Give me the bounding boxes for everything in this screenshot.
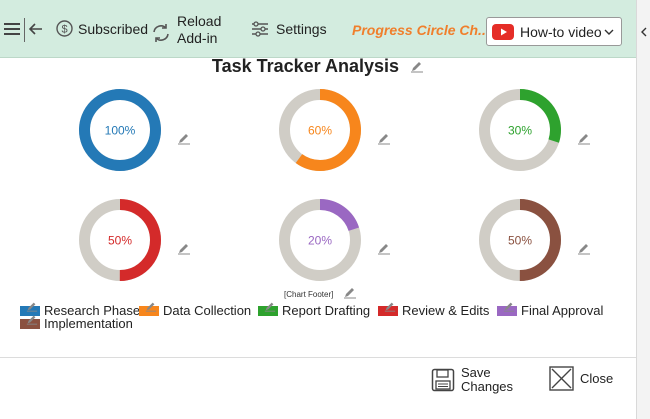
legend-swatch: [497, 302, 517, 316]
edit-title-icon[interactable]: [410, 59, 424, 73]
save-label-line2: Changes: [461, 379, 514, 394]
chart-footer-text: [Chart Footer]: [284, 290, 334, 299]
chevron-left-icon[interactable]: [640, 27, 648, 37]
legend-swatch: [139, 302, 159, 316]
ring-percent-label: 20%: [308, 234, 332, 248]
close-icon: [549, 366, 574, 391]
progress-ring-3[interactable]: 30%: [475, 85, 565, 175]
edit-legend-icon[interactable]: [145, 300, 157, 312]
legend-swatch: [20, 302, 40, 316]
edit-footer-icon[interactable]: [343, 285, 357, 299]
legend-item[interactable]: Research Phase: [20, 302, 141, 318]
dialog-footer: Save Changes Close: [0, 357, 636, 419]
progress-ring-2[interactable]: 60%: [275, 85, 365, 175]
ring-progress-arc: [79, 89, 161, 171]
edit-ring-icon[interactable]: [177, 131, 191, 145]
ring-percent-label: 50%: [508, 234, 532, 248]
legend-swatch: [258, 302, 278, 316]
howto-video-label: How-to video: [520, 23, 602, 40]
toolbar: $ Subscribed Reload Add-in Settings Prog…: [0, 0, 636, 58]
legend-item[interactable]: Final Approval: [497, 302, 604, 318]
edit-ring-icon[interactable]: [577, 131, 591, 145]
progress-ring-1[interactable]: 100%: [75, 85, 165, 175]
legend-label: Final Approval: [521, 303, 604, 318]
legend-label: Implementation: [44, 316, 133, 331]
ring-percent-label: 60%: [308, 124, 332, 138]
toolbar-divider: [24, 18, 25, 42]
ring-percent-label: 100%: [105, 124, 136, 138]
reload-addin-button[interactable]: Reload Add-in: [151, 13, 221, 47]
chart-title[interactable]: Task Tracker Analysis: [0, 56, 636, 77]
youtube-icon: [492, 23, 514, 40]
settings-button[interactable]: Settings: [251, 21, 327, 37]
chevron-down-icon: [604, 29, 614, 35]
save-changes-button[interactable]: Save Changes: [431, 366, 513, 394]
back-arrow-icon[interactable]: [29, 22, 43, 36]
edit-legend-icon[interactable]: [503, 300, 515, 312]
ring-progress-arc: [79, 199, 161, 281]
legend-label: Research Phase: [44, 303, 141, 318]
edit-legend-icon[interactable]: [264, 300, 276, 312]
reload-label-line1: Reload: [177, 13, 222, 29]
ring-progress-arc: [279, 89, 361, 171]
edit-ring-icon[interactable]: [377, 241, 391, 255]
legend-item[interactable]: Data Collection: [139, 302, 252, 318]
edit-ring-icon[interactable]: [377, 131, 391, 145]
ring-progress-arc: [479, 89, 561, 171]
edit-legend-icon[interactable]: [26, 300, 38, 312]
side-panel-strip: [636, 0, 650, 419]
edit-legend-icon[interactable]: [26, 313, 38, 325]
legend-label: Data Collection: [163, 303, 252, 318]
legend-swatch: [378, 302, 398, 316]
close-button[interactable]: Close: [549, 366, 613, 391]
legend-label: Review & Edits: [402, 303, 490, 318]
ring-percent-label: 50%: [108, 234, 132, 248]
save-icon: [431, 368, 455, 392]
product-title: Progress Circle Ch...: [352, 22, 490, 38]
reload-label-line2: Add-in: [177, 30, 218, 46]
sliders-icon: [252, 21, 268, 37]
progress-ring-5[interactable]: 20%: [275, 195, 365, 285]
settings-label: Settings: [276, 21, 327, 37]
ring-progress-arc: [279, 199, 361, 281]
close-label: Close: [580, 371, 614, 386]
subscribed-label: Subscribed: [78, 20, 149, 37]
edit-ring-icon[interactable]: [577, 241, 591, 255]
legend-item[interactable]: Report Drafting: [258, 302, 371, 318]
dollar-coin-icon: $: [56, 20, 73, 37]
edit-ring-icon[interactable]: [177, 241, 191, 255]
ring-percent-label: 30%: [508, 124, 532, 138]
chart-title-text: Task Tracker Analysis: [211, 56, 400, 76]
howto-video-dropdown[interactable]: How-to video: [486, 17, 622, 46]
legend-label: Report Drafting: [282, 303, 371, 318]
subscribed-button[interactable]: $ Subscribed: [56, 20, 148, 37]
menu-icon[interactable]: [4, 22, 20, 36]
svg-text:$: $: [61, 24, 67, 36]
legend-swatch: [20, 315, 40, 329]
progress-ring-6[interactable]: 50%: [475, 195, 565, 285]
save-label-line1: Save: [461, 365, 491, 380]
ring-progress-arc: [479, 199, 561, 281]
legend-item[interactable]: Review & Edits: [378, 302, 490, 318]
reload-icon: [153, 24, 169, 42]
legend-item[interactable]: Implementation: [20, 315, 133, 331]
edit-legend-icon[interactable]: [384, 300, 396, 312]
progress-ring-4[interactable]: 50%: [75, 195, 165, 285]
